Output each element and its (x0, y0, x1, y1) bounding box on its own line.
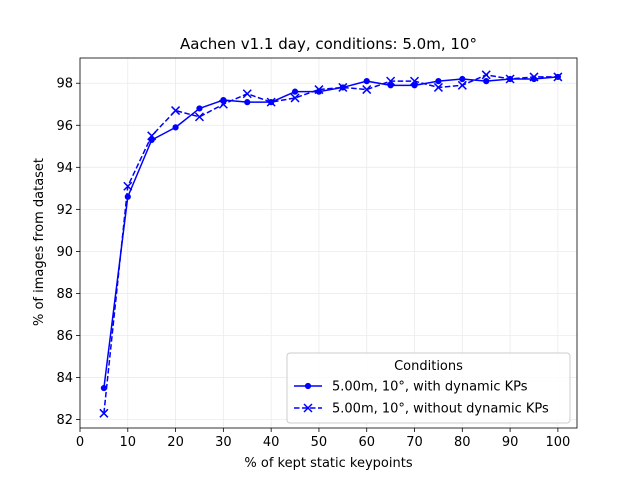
legend: Conditions 5.00m, 10°, with dynamic KPs5… (286, 352, 571, 424)
x-tick-label: 50 (311, 435, 328, 450)
plot-frame (79, 57, 578, 429)
data-point (314, 85, 324, 95)
x-tick-label: 80 (454, 435, 471, 450)
x-tick-label: 70 (406, 435, 423, 450)
legend-marker (304, 382, 312, 390)
data-point (171, 106, 181, 116)
data-point (244, 99, 251, 106)
data-point (290, 93, 300, 103)
x-tick-label: 10 (120, 435, 137, 450)
data-point (529, 72, 539, 82)
data-point (242, 89, 252, 99)
series-group (99, 70, 563, 418)
data-point (386, 76, 396, 86)
data-point (172, 124, 179, 131)
data-point (220, 96, 227, 104)
data-point (457, 80, 467, 90)
y-tick-label: 86 (56, 329, 73, 344)
data-point (291, 88, 299, 95)
y-axis-label: % of images from dataset (32, 158, 47, 326)
series-line (103, 74, 558, 414)
x-tick-label: 90 (502, 435, 519, 450)
data-point (553, 72, 563, 82)
chart-title: Aachen v1.1 day, conditions: 5.0m, 10° (180, 35, 477, 53)
legend-box (286, 352, 571, 424)
data-point (505, 74, 515, 84)
x-tick-label: 20 (167, 435, 184, 450)
legend-marker (303, 403, 313, 413)
x-tick-label: 100 (545, 435, 570, 450)
data-point (99, 408, 109, 418)
data-point (266, 97, 276, 107)
legend-label: 5.00m, 10°, with dynamic KPs (332, 380, 528, 395)
series-2 (99, 70, 563, 418)
data-point (483, 78, 490, 85)
legend-item-1: 5.00m, 10°, with dynamic KPs (294, 380, 528, 395)
x-tick-label: 40 (263, 435, 280, 450)
y-tick-label: 88 (56, 287, 73, 302)
data-point (100, 384, 107, 392)
series-1 (100, 73, 561, 392)
data-point (338, 82, 348, 92)
data-point (481, 70, 491, 80)
legend-label: 5.00m, 10°, without dynamic KPs (332, 402, 549, 417)
data-point (409, 76, 420, 86)
data-point (435, 78, 442, 85)
data-point (362, 85, 372, 95)
legend-items: 5.00m, 10°, with dynamic KPs 5.00m, 10°, … (294, 380, 549, 417)
data-point (196, 105, 203, 112)
axis-ticks: 0 10 20 30 40 50 60 70 80 90 100 82 84 86 88 90 92 94 96 98 (56, 77, 570, 450)
y-tick-label: 84 (56, 371, 73, 386)
y-tick-label: 98 (56, 77, 73, 92)
x-tick-label: 30 (215, 435, 232, 450)
data-point (147, 131, 157, 141)
x-tick-label: 60 (358, 435, 375, 450)
legend-item-2: 5.00m, 10°, without dynamic KPs (294, 402, 549, 417)
x-axis-label: % of kept static keypoints (244, 456, 412, 471)
y-tick-label: 92 (56, 203, 73, 218)
y-tick-label: 96 (56, 119, 73, 134)
series-line (103, 76, 558, 389)
legend-title: Conditions (394, 359, 463, 374)
data-point (218, 99, 228, 109)
data-point (387, 82, 394, 89)
data-point (433, 82, 443, 92)
data-point (123, 181, 133, 191)
y-tick-label: 94 (56, 161, 73, 176)
data-point (411, 82, 418, 89)
y-tick-label: 82 (56, 413, 73, 428)
y-tick-label: 90 (56, 245, 73, 260)
data-point (459, 75, 466, 83)
x-tick-label: 0 (76, 435, 84, 450)
data-point (363, 78, 370, 85)
data-point (194, 112, 205, 122)
